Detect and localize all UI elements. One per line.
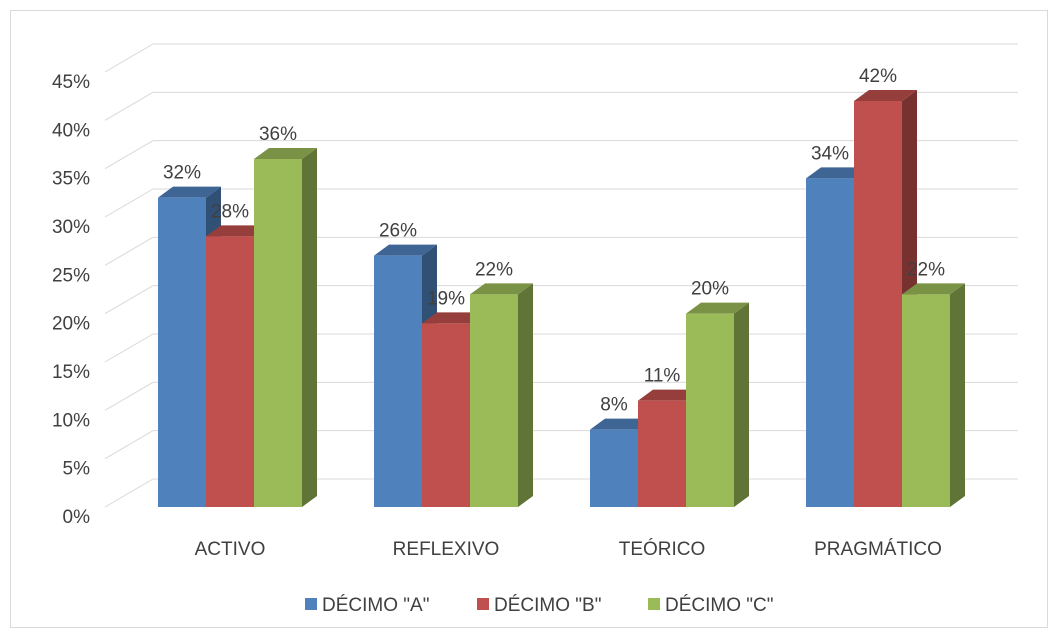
- legend-swatch: [305, 598, 317, 610]
- data-label: 20%: [691, 279, 729, 300]
- data-label: 28%: [211, 201, 249, 222]
- data-label: 26%: [379, 221, 417, 242]
- gridline-diagonal: [104, 188, 154, 218]
- data-label: 34%: [811, 143, 849, 164]
- category-label: REFLEXIVO: [393, 539, 500, 560]
- y-tick-label: 25%: [52, 265, 90, 286]
- gridline-diagonal: [104, 285, 154, 315]
- legend-label: DÉCIMO "B": [494, 595, 601, 616]
- bar: [470, 283, 533, 507]
- y-tick-label: 35%: [52, 169, 90, 190]
- gridline-diagonal: [104, 140, 154, 170]
- bar: [902, 283, 965, 507]
- gridline-diagonal: [104, 430, 154, 460]
- data-label: 11%: [644, 366, 681, 387]
- category-labels: ACTIVO REFLEXIVO TEÓRICO PRAGMÁTICO: [195, 538, 942, 560]
- data-label: 42%: [859, 66, 897, 87]
- gridline-diagonal: [104, 91, 154, 121]
- legend-swatch: [648, 598, 660, 610]
- legend-label: DÉCIMO "A": [322, 595, 429, 616]
- bar: [254, 148, 317, 507]
- legend-item: DÉCIMO "C": [648, 595, 774, 616]
- data-labels: 32% 28% 36% 26% 19% 22% 8% 11% 20% 34% 42% 22%: [163, 66, 945, 416]
- data-label: 32%: [163, 163, 201, 184]
- y-tick-label: 45%: [52, 72, 90, 93]
- data-label: 8%: [600, 395, 628, 416]
- gridline-diagonal: [104, 43, 154, 73]
- legend-label: DÉCIMO "C": [665, 595, 774, 616]
- gridline-diagonal: [104, 333, 154, 363]
- legend-swatch: [477, 598, 489, 610]
- chart-frame: [10, 10, 1048, 628]
- y-tick-label: 15%: [52, 362, 90, 383]
- legend-item: DÉCIMO "A": [305, 595, 429, 616]
- legend: DÉCIMO "A" DÉCIMO "B" DÉCIMO "C": [305, 595, 774, 616]
- category-label: PRAGMÁTICO: [814, 539, 942, 560]
- y-tick-label: 40%: [52, 120, 90, 141]
- legend-item: DÉCIMO "B": [477, 595, 601, 616]
- gridline-diagonal: [104, 236, 154, 266]
- category-label: TEÓRICO: [619, 538, 706, 560]
- y-tick-label: 20%: [52, 314, 90, 335]
- gridline-diagonal: [104, 381, 154, 411]
- data-label: 19%: [427, 288, 465, 309]
- data-label: 22%: [907, 259, 945, 280]
- y-axis-ticks: 0% 5% 10% 15% 20% 25% 30% 35% 40% 45%: [52, 72, 90, 528]
- y-tick-label: 0%: [63, 507, 91, 528]
- data-label: 36%: [259, 124, 297, 145]
- gridline-diagonal: [104, 478, 154, 508]
- bars: [158, 90, 965, 508]
- y-tick-label: 30%: [52, 217, 90, 238]
- bar: [686, 302, 749, 507]
- data-label: 22%: [475, 259, 513, 280]
- y-tick-label: 5%: [63, 459, 91, 480]
- category-label: ACTIVO: [195, 539, 266, 560]
- y-tick-label: 10%: [52, 410, 90, 431]
- bar: [374, 244, 437, 507]
